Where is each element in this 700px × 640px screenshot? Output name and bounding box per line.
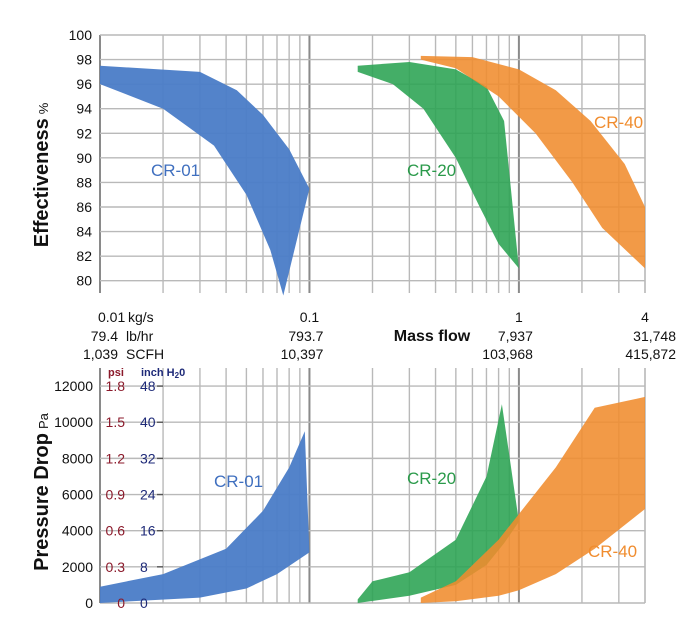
inh2o-title-sub: 2 [175,371,180,380]
band-cr-20 [357,62,519,269]
pa-tick: 12000 [54,378,93,394]
top-y-axis-title: Effectiveness% [31,102,53,247]
psi-tick: 1.2 [106,450,126,466]
bottom-areas: CR-01 CR-20 CR-40 [100,396,645,603]
kg-tick: 0.1 [300,309,320,325]
psi-tick: 1.5 [106,414,126,430]
top-y-axis-unit: % [36,102,51,114]
top-y-tick: 80 [76,273,92,289]
pa-tick: 8000 [62,450,93,466]
kg-tick: 4 [641,309,649,325]
top-y-axis-title-text: Effectiveness [31,118,53,247]
top-y-tick: 88 [76,174,92,190]
label-cr-20: CR-20 [407,161,456,180]
x-axis-title: Mass flow [394,328,471,345]
band-cr-40 [420,396,645,603]
pa-tick: 2000 [62,559,93,575]
inh2o-tick: 32 [140,450,156,466]
label-cr-40: CR-40 [594,113,643,132]
inh2o-axis-title: inch H20 [141,367,185,380]
unit-lb: lb/hr [126,328,154,344]
label-cr-01: CR-01 [151,161,200,180]
scfh-tick: 1,039 [83,346,118,362]
top-y-tick: 86 [76,199,92,215]
bottom-y-axis-title: Pressure Drop Pa [31,412,53,571]
psi-tick: 0.3 [106,559,126,575]
scfh-tick: 10,397 [281,346,324,362]
label-cr-40: CR-40 [588,542,637,561]
label-cr-01: CR-01 [214,472,263,491]
top-y-tick: 82 [76,248,92,264]
mass-flow-axis: 0.01 79.4 1,039 0.1 793.7 10,397 1 7,937 103,968… [83,309,676,362]
band-cr-40 [420,55,645,269]
inh2o-title-main: inch H [141,367,175,379]
psi-tick: 1.8 [106,378,126,394]
label-cr-20: CR-20 [407,469,456,488]
top-y-tick: 96 [76,76,92,92]
kg-tick: 1 [515,309,523,325]
psi-tick: 0 [117,595,125,611]
top-y-axis: 80 82 84 86 88 90 92 94 96 98 100 [69,27,93,289]
kg-tick: 0.01 [98,309,125,325]
bottom-y-axis-unit: Pa [36,412,51,429]
pa-tick: 4000 [62,523,93,539]
inh2o-title-tail: 0 [179,367,185,379]
scfh-tick: 415,872 [625,346,676,362]
lb-tick: 31,748 [633,328,676,344]
scfh-tick: 103,968 [482,346,533,362]
top-y-tick: 92 [76,125,92,141]
top-y-tick: 94 [76,101,92,117]
lb-tick: 793.7 [288,328,323,344]
top-y-tick: 100 [69,27,93,43]
inh2o-tick: 8 [140,559,148,575]
top-y-tick: 84 [76,224,92,240]
lb-tick: 79.4 [91,328,118,344]
pa-tick: 10000 [54,414,93,430]
inh2o-tick: 48 [140,378,156,394]
top-areas: CR-01 CR-20 CR-40 [100,55,645,296]
top-y-tick: 90 [76,150,92,166]
inh2o-tick: 40 [140,414,156,430]
band-cr-01 [100,431,310,603]
psi-tick: 0.6 [106,523,126,539]
top-y-tick: 98 [76,52,92,68]
band-cr-01 [100,65,310,296]
unit-scfh: SCFH [126,346,164,362]
lb-tick: 7,937 [498,328,533,344]
psi-tick: 0.9 [106,487,126,503]
band-cr-20 [357,404,519,603]
inh2o-tick: 24 [140,487,156,503]
pa-tick: 6000 [62,487,93,503]
pa-tick: 0 [85,595,93,611]
bottom-y-axis-title-text: Pressure Drop [31,433,53,571]
inh2o-tick: 16 [140,523,156,539]
inh2o-tick: 0 [140,595,148,611]
unit-kg: kg/s [128,309,154,325]
psi-axis-title: psi [108,367,124,379]
